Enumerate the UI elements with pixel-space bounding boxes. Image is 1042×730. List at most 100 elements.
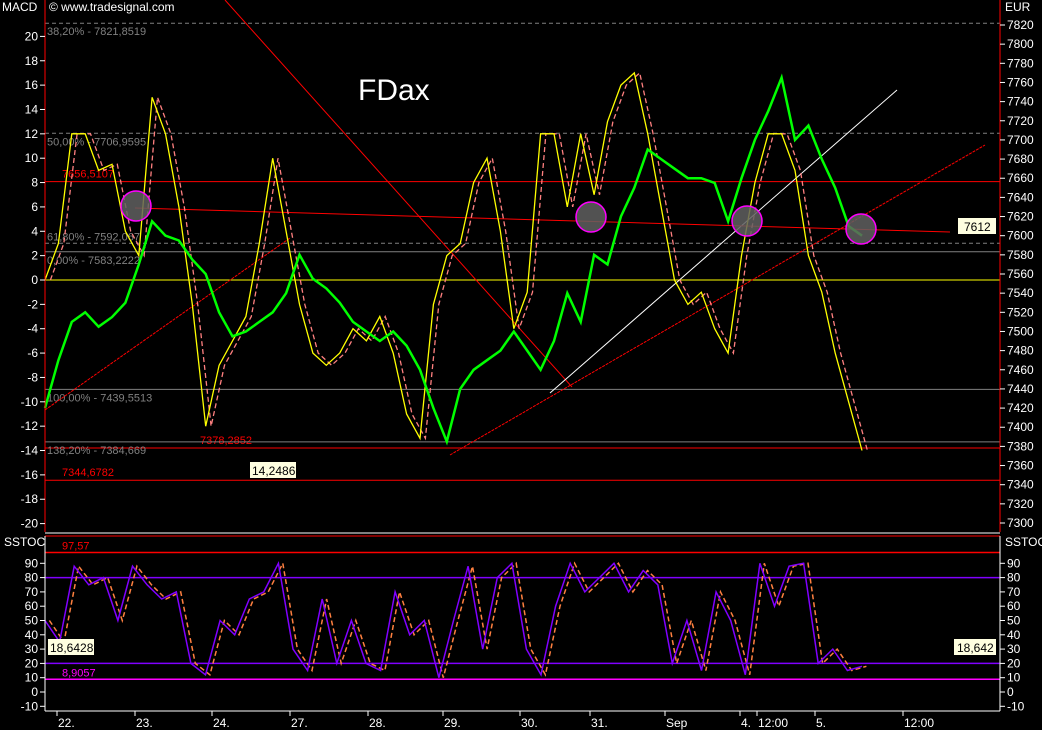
price-tick-label: 7700 <box>1007 133 1034 147</box>
x-tick-label: 24. <box>213 716 230 730</box>
stoch-tick-label-left: 10 <box>25 671 39 685</box>
price-tick-label: 7340 <box>1007 478 1034 492</box>
stoch-tick-label-right: 30 <box>1007 642 1021 656</box>
price-tick-label: 7500 <box>1007 324 1034 338</box>
copyright: © www.tradesignal.com <box>49 0 175 14</box>
x-tick-label: 22. <box>58 716 75 730</box>
price-tick-label: 7680 <box>1007 152 1034 166</box>
stoch-tick-label-right: 40 <box>1007 628 1021 642</box>
stoch-level-label: 97,57 <box>62 540 90 552</box>
price-tick-label: 7760 <box>1007 75 1034 89</box>
x-tick-label: 12:00 <box>758 716 788 730</box>
price-level-label: 100,00% - 7439,5513 <box>47 392 152 404</box>
trendline-red-flat[interactable] <box>134 207 951 233</box>
stoch-tick-label-right: 10 <box>1007 671 1021 685</box>
macd-tick-label: -14 <box>21 444 39 458</box>
stoch-k-line <box>44 560 863 678</box>
highlight-circle <box>120 190 152 222</box>
price-level-label: 0,00% - 7583,2222 <box>47 255 140 267</box>
macd-tick-label: 20 <box>25 29 39 43</box>
price-tick-label: 7820 <box>1007 18 1034 32</box>
macd-tick-label: 16 <box>25 78 39 92</box>
macd-tick-label: 8 <box>31 176 38 190</box>
price-tick-label: 7520 <box>1007 305 1034 319</box>
x-tick-label: 4. <box>741 716 751 730</box>
svg-text:14,2486: 14,2486 <box>252 464 296 478</box>
highlight-circle <box>731 205 763 237</box>
stoch-tick-label-left: 20 <box>25 656 39 670</box>
price-tick-label: 7800 <box>1007 37 1034 51</box>
trendline-red-up-left[interactable] <box>44 237 291 411</box>
stoch-tick-label-right: 60 <box>1007 599 1021 613</box>
svg-text:7612: 7612 <box>964 220 991 234</box>
price-tick-label: 7660 <box>1007 171 1034 185</box>
trendline-red-down[interactable] <box>224 0 573 388</box>
macd-tick-label: 18 <box>25 54 39 68</box>
stoch-tick-label-right: 0 <box>1007 685 1014 699</box>
stoch-label-right: SSTOC <box>1005 535 1042 549</box>
price-tick-label: 7740 <box>1007 95 1034 109</box>
price-level-label: 61,80% - 7592,067 <box>47 231 140 243</box>
trendline-white[interactable] <box>549 89 898 394</box>
x-tick-label: 28. <box>369 716 386 730</box>
stoch-readout-right: 18,642 <box>954 639 996 655</box>
price-tick-label: 7600 <box>1007 229 1034 243</box>
price-tick-label: 7320 <box>1007 497 1034 511</box>
stoch-label-left: SSTOC <box>4 535 45 549</box>
x-tick-label: 29. <box>444 716 461 730</box>
x-tick-label: 31. <box>591 716 608 730</box>
macd-tick-label: 14 <box>25 102 39 116</box>
currency-label: EUR <box>1005 0 1031 14</box>
stoch-tick-label-left: 80 <box>25 571 39 585</box>
macd-tick-label: 2 <box>31 249 38 263</box>
price-tick-label: 7440 <box>1007 382 1034 396</box>
trendlines <box>44 0 986 456</box>
price-readout: 7612 <box>958 218 996 234</box>
macd-tick-label: -12 <box>21 419 39 433</box>
macd-tick-label: -10 <box>21 395 39 409</box>
price-tick-label: 7380 <box>1007 439 1034 453</box>
price-tick-label: 7460 <box>1007 363 1034 377</box>
x-tick-label: 12:00 <box>904 716 934 730</box>
price-tick-label: 7480 <box>1007 344 1034 358</box>
price-tick-label: 7620 <box>1007 210 1034 224</box>
stoch-tick-label-right: 50 <box>1007 614 1021 628</box>
price-tick-label: 7300 <box>1007 516 1034 530</box>
stoch-tick-label-left: 0 <box>31 685 38 699</box>
stoch-tick-label-left: -10 <box>21 699 39 713</box>
price-level-label: 7656,5107 <box>62 169 114 181</box>
macd-tick-label: 10 <box>25 151 39 165</box>
highlight-circles <box>120 190 877 245</box>
svg-text:18,6428: 18,6428 <box>50 641 94 655</box>
stoch-tick-label-left: 90 <box>25 556 39 570</box>
stoch-tick-label-right: 80 <box>1007 571 1021 585</box>
x-tick-label: 30. <box>521 716 538 730</box>
macd-tick-label: 12 <box>25 127 39 141</box>
stoch-tick-label-right: 70 <box>1007 585 1021 599</box>
price-level-label: 38,20% - 7821,8519 <box>47 26 146 38</box>
indicator-label: MACD <box>2 0 38 14</box>
price-level-label: 50,00% - 7706,9595 <box>47 136 146 148</box>
stoch-readout-left: 18,6428 <box>48 639 94 655</box>
price-tick-label: 7360 <box>1007 459 1034 473</box>
macd-tick-label: 0 <box>31 273 38 287</box>
macd-tick-label: -16 <box>21 468 39 482</box>
chart-title: FDax <box>358 74 430 107</box>
macd-readout: 14,2486 <box>250 462 296 478</box>
macd-tick-label: -8 <box>27 370 38 384</box>
x-tick-label: 5. <box>816 716 826 730</box>
macd-tick-label: 4 <box>31 224 38 238</box>
stoch-tick-label-right: -10 <box>1007 699 1025 713</box>
price-tick-label: 7640 <box>1007 190 1034 204</box>
macd-signal-line <box>49 71 869 451</box>
stoch-tick-label-left: 60 <box>25 599 39 613</box>
price-tick-label: 7720 <box>1007 114 1034 128</box>
x-tick-label: 27. <box>291 716 308 730</box>
trendline-red-up[interactable] <box>449 144 986 456</box>
macd-tick-label: -18 <box>21 492 39 506</box>
price-tick-label: 7400 <box>1007 420 1034 434</box>
stoch-tick-label-left: 40 <box>25 628 39 642</box>
price-tick-label: 7420 <box>1007 401 1034 415</box>
price-tick-label: 7580 <box>1007 248 1034 262</box>
macd-tick-label: -6 <box>27 346 38 360</box>
